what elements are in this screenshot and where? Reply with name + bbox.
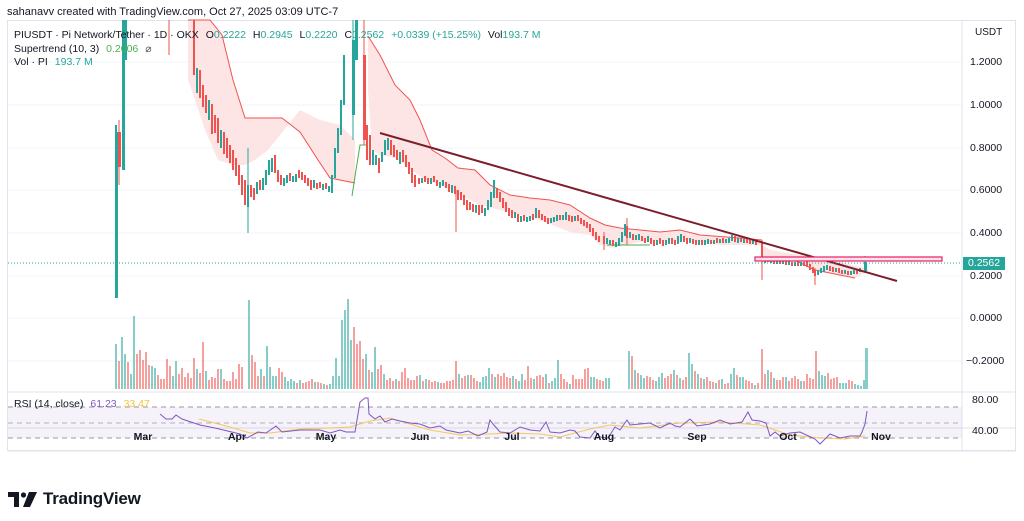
chart-credit: sahanavv created with TradingView.com, O… — [7, 6, 339, 18]
volume-indicator-value: 193.7 M — [54, 56, 93, 68]
brand-name: TradingView — [43, 489, 141, 508]
price-tick: 1.0000 — [970, 99, 1003, 111]
open-value: 0.2222 — [213, 29, 246, 41]
month-label: Jun — [410, 431, 430, 443]
month-label: Aug — [593, 431, 615, 443]
price-tick: 0.8000 — [970, 142, 1003, 154]
month-label: May — [315, 431, 337, 443]
tradingview-brand: TradingView — [8, 489, 141, 509]
symbol-name: PIUSDT · Pi Network/Tether · 1D · OKX — [14, 29, 199, 41]
supertrend-legend[interactable]: Supertrend (10, 3) 0.2006 ⌀ — [14, 43, 152, 55]
supertrend-fill — [188, 20, 870, 278]
close-value: 0.2562 — [352, 29, 385, 41]
price-tick: −0.2000 — [966, 355, 1005, 367]
price-tick: 0.6000 — [970, 184, 1003, 196]
month-label: Sep — [687, 431, 707, 443]
rsi-value: 61.23 — [90, 398, 117, 410]
rsi-legend[interactable]: RSI (14, close) 61.23 33.47 — [14, 398, 150, 410]
descending-trendline[interactable] — [379, 132, 898, 282]
price-tick: 1.2000 — [970, 56, 1003, 68]
tradingview-logo-icon — [8, 491, 37, 507]
supertrend-value: 0.2006 — [106, 43, 139, 55]
rsi-tick: 80.00 — [972, 394, 999, 406]
symbol-legend[interactable]: PIUSDT · Pi Network/Tether · 1D · OKX O0… — [14, 29, 541, 41]
low-value: 0.2220 — [305, 29, 338, 41]
month-label: Mar — [133, 431, 153, 443]
currency-label[interactable]: USDT — [975, 27, 1003, 38]
price-tick: 0.2000 — [970, 270, 1003, 282]
change-value: +0.0339 (+15.25%) — [391, 29, 481, 41]
volume-legend[interactable]: Vol · PI 193.7 M — [14, 56, 93, 68]
price-tick: 0.0000 — [970, 312, 1003, 324]
price-tick: 0.4000 — [970, 227, 1003, 239]
month-label: Nov — [871, 431, 891, 443]
volume-bars — [115, 299, 868, 389]
volume-value: 193.7 M — [502, 29, 541, 41]
month-label: Jul — [504, 431, 520, 443]
month-label: Oct — [779, 431, 797, 443]
rsi-ma-value: 33.47 — [123, 398, 150, 410]
month-label: Apr — [227, 431, 247, 443]
rsi-tick: 40.00 — [972, 425, 999, 437]
resistance-zone[interactable] — [754, 256, 943, 262]
candles — [115, 20, 867, 298]
hidden-values-icon: ⌀ — [145, 43, 152, 55]
current-price-tag: 0.2562 — [963, 257, 1005, 270]
high-value: 0.2945 — [260, 29, 293, 41]
rsi-pane — [8, 397, 962, 445]
